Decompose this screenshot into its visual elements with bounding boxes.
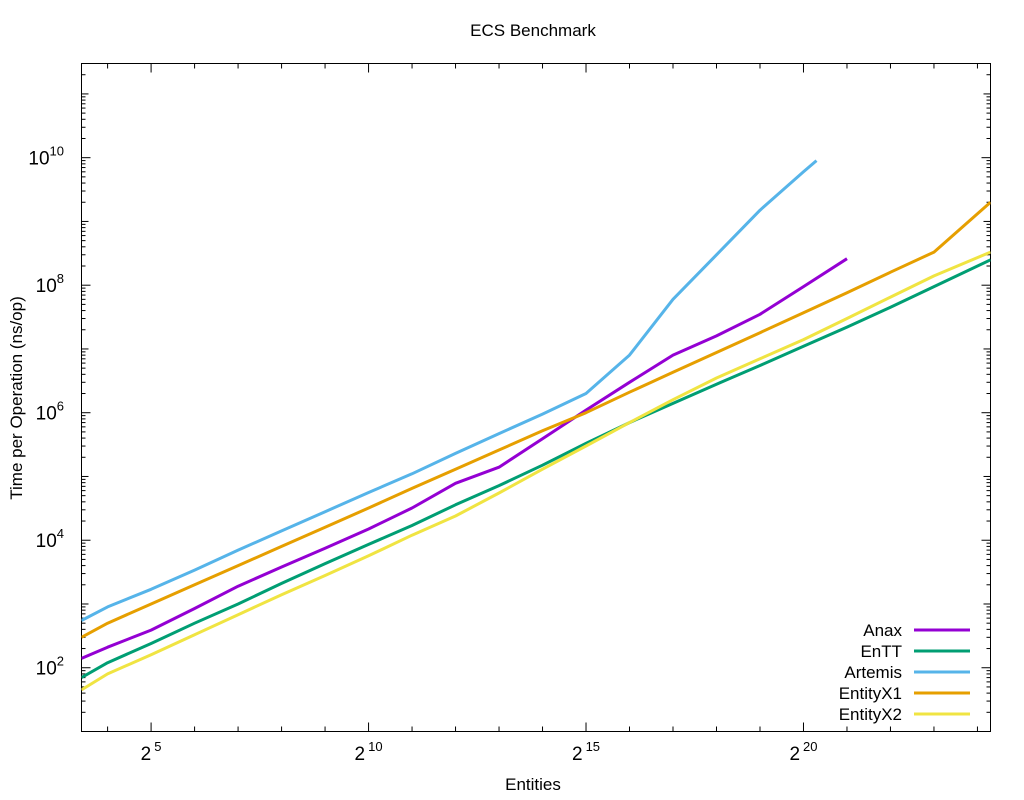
y-tick-label-base: 10	[36, 531, 57, 552]
y-tick-label-exponent: 2	[57, 654, 64, 669]
legend-label: EntityX1	[839, 684, 902, 703]
x-axis-ticks: 2 5 2 10 2 15 2 20	[107, 63, 978, 765]
series-line-entt	[81, 258, 991, 679]
y-tick-label: 104	[36, 526, 64, 552]
x-tick-label-base: 2	[572, 744, 583, 765]
y-tick-label: 1010	[28, 144, 64, 170]
y-tick-label-base: 10	[36, 404, 57, 425]
legend-label: EnTT	[860, 642, 902, 661]
legend-label: Anax	[863, 621, 902, 640]
series-line-anax	[81, 257, 848, 660]
y-tick-label: 108	[36, 271, 64, 297]
y-axis-label: Time per Operation (ns/op)	[7, 296, 26, 499]
legend-label: EntityX2	[839, 705, 902, 724]
y-tick-label-base: 10	[36, 276, 57, 297]
legend-label: Artemis	[844, 663, 902, 682]
y-tick-label-exponent: 4	[57, 526, 64, 541]
x-axis-label: Entities	[505, 775, 561, 794]
x-tick-label-exponent: 15	[586, 739, 600, 754]
chart-title: ECS Benchmark	[470, 21, 596, 40]
x-tick-label: 2 15	[572, 739, 600, 765]
y-tick-label: 102	[36, 654, 64, 680]
plot-frame	[81, 63, 991, 732]
x-tick-label: 2 20	[789, 739, 817, 765]
series-line-entityx2	[81, 250, 991, 692]
x-tick-label-base: 2	[789, 744, 800, 765]
x-tick-label-base: 2	[355, 744, 366, 765]
y-tick-label-base: 10	[36, 659, 57, 680]
series-line-artemis	[81, 159, 818, 622]
x-tick-label-exponent: 5	[154, 739, 161, 754]
y-tick-label-exponent: 6	[57, 399, 64, 414]
y-tick-label-exponent: 8	[57, 271, 64, 286]
series-line-entityx1	[81, 201, 991, 639]
y-tick-label-base: 10	[28, 149, 49, 170]
y-tick-label: 106	[36, 399, 64, 425]
y-tick-label-exponent: 10	[50, 144, 64, 159]
legend: Anax EnTT Artemis EntityX1 EntityX2	[839, 621, 970, 724]
x-tick-label-exponent: 20	[803, 739, 817, 754]
x-tick-label: 2 10	[355, 739, 383, 765]
x-tick-label-exponent: 10	[368, 739, 382, 754]
series-layer	[81, 159, 991, 692]
x-tick-label-base: 2	[141, 744, 152, 765]
